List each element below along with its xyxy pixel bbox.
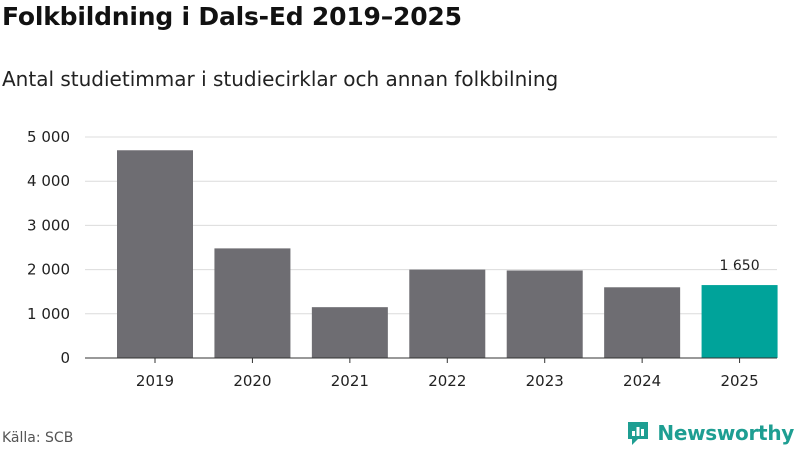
x-tick-label: 2025: [720, 372, 758, 390]
source-note: Källa: SCB: [2, 430, 74, 446]
x-tick-label: 2019: [136, 372, 174, 390]
brand[interactable]: Newsworthy: [626, 420, 794, 446]
newsworthy-logo-icon: [628, 422, 649, 445]
y-tick-label: 2 000: [27, 261, 70, 279]
x-tick-label: 2020: [233, 372, 271, 390]
y-tick-label: 3 000: [27, 216, 70, 234]
y-tick-label: 4 000: [27, 172, 70, 190]
bar-chart: 0 1 000 2 000 3 000 4 000 5 000 2019 2020 2021 20…: [27, 128, 778, 390]
chart-title: Folkbildning i Dals-Ed 2019–2025: [2, 2, 462, 31]
bar-2025: [701, 285, 778, 358]
brand-name: Newsworthy: [657, 421, 794, 445]
y-tick-label: 1 000: [27, 305, 70, 323]
y-tick-label: 0: [60, 349, 70, 367]
bar-2024: [604, 287, 681, 358]
bar-2021: [311, 307, 388, 358]
bar-2020: [214, 248, 291, 358]
bar-2019: [117, 150, 193, 358]
chart-subtitle: Antal studietimmar i studiecirklar och a…: [2, 67, 559, 91]
x-tick-label: 2024: [623, 372, 661, 390]
y-tick-label: 5 000: [27, 128, 70, 146]
data-label: 1 650: [720, 258, 760, 274]
bar-2022: [409, 269, 486, 358]
x-tick-label: 2023: [526, 372, 564, 390]
x-tick-label: 2021: [331, 372, 369, 390]
bar-2023: [506, 270, 583, 358]
x-tick-label: 2022: [428, 372, 466, 390]
